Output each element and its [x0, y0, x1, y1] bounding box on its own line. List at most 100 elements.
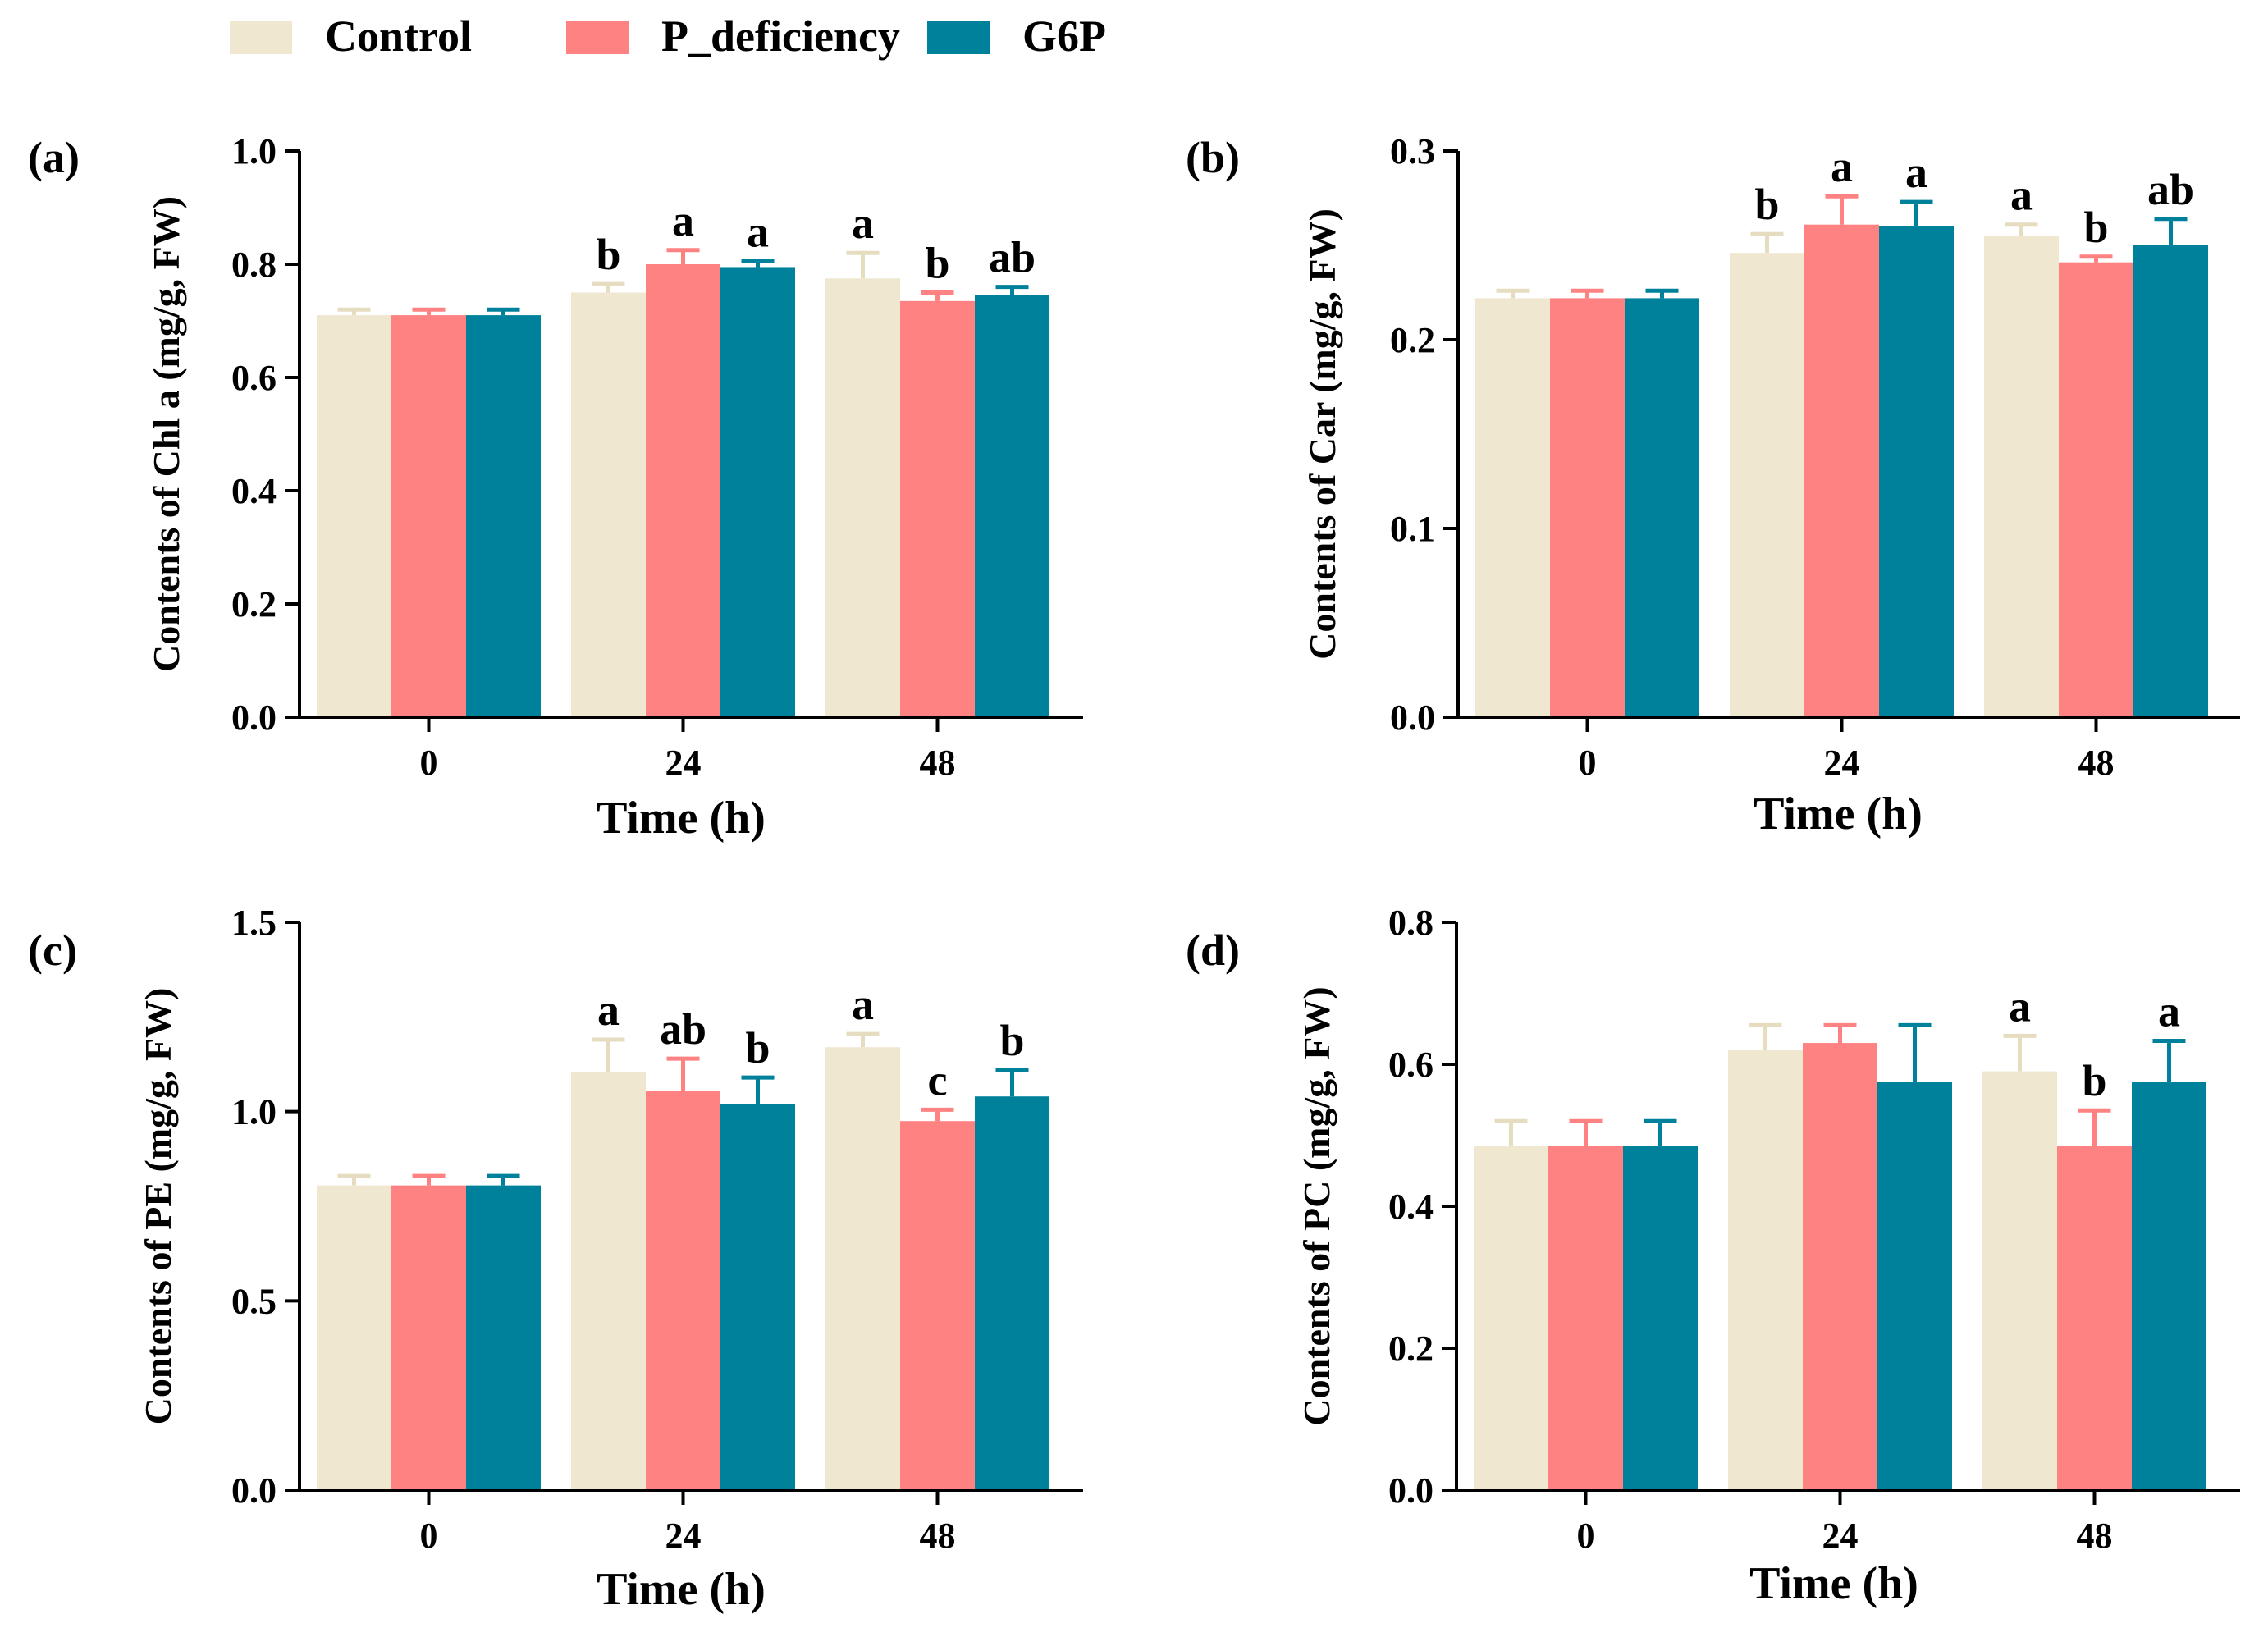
bar-p-deficiency-0	[1548, 1146, 1623, 1490]
bar-g6p-24	[1877, 1082, 1952, 1490]
bar-control-0	[1474, 1146, 1548, 1490]
bar-control-48	[1982, 1071, 2057, 1490]
bar-control-0	[317, 315, 391, 717]
x-tick-label: 48	[920, 743, 956, 783]
bar-g6p-0	[466, 1185, 541, 1490]
bar-p-deficiency-48	[900, 300, 975, 717]
bar-control-24	[571, 1072, 646, 1490]
bar-control-48	[825, 278, 900, 717]
bar-g6p-48	[975, 295, 1049, 717]
significance-letter: a	[2010, 171, 2033, 220]
legend-swatch-control	[230, 21, 292, 54]
panel-label: (b)	[1186, 133, 1240, 182]
y-axis-title: Contents of PC (mg/g, FW)	[1296, 986, 1337, 1425]
x-tick-label: 24	[665, 743, 702, 783]
x-tick-label: 48	[2077, 1516, 2113, 1556]
y-tick-label: 0.0	[1390, 697, 1435, 738]
y-tick-label: 0.5	[231, 1281, 277, 1321]
bar-g6p-24	[1879, 226, 1954, 717]
y-tick-label: 0.2	[231, 584, 277, 624]
y-axis-title: Contents of PE (mg/g, FW)	[137, 988, 179, 1425]
panel-label: (a)	[28, 133, 80, 182]
bar-g6p-0	[1625, 298, 1699, 717]
legend-label-g6p: G6P	[1022, 11, 1106, 61]
y-axis-title: Contents of Chl a (mg/g, FW)	[145, 196, 187, 672]
bar-g6p-24	[720, 1104, 795, 1490]
bar-control-24	[1728, 1050, 1803, 1490]
y-tick-label: 0.6	[1388, 1045, 1434, 1085]
significance-letter: a	[747, 208, 769, 257]
significance-letter: b	[2083, 203, 2108, 252]
x-axis-title: Time (h)	[597, 793, 766, 844]
bar-p-deficiency-0	[391, 1185, 466, 1490]
panel-label: (c)	[28, 926, 77, 975]
y-tick-label: 0.3	[1390, 131, 1435, 171]
x-axis-title: Time (h)	[597, 1564, 766, 1615]
y-tick-label: 0.0	[231, 1470, 277, 1511]
y-tick-label: 0.0	[1388, 1470, 1434, 1511]
y-tick-label: 0.4	[231, 471, 277, 511]
bar-g6p-48	[975, 1096, 1049, 1490]
bar-p-deficiency-24	[1804, 224, 1879, 717]
x-tick-label: 0	[420, 743, 438, 783]
significance-letter: ab	[2147, 165, 2194, 214]
bar-control-24	[1730, 253, 1804, 717]
bar-g6p-24	[720, 267, 795, 717]
significance-letter: b	[596, 230, 620, 279]
x-tick-label: 24	[665, 1516, 702, 1556]
y-tick-label: 0.4	[1388, 1187, 1434, 1227]
bar-p-deficiency-24	[646, 264, 720, 717]
significance-letter: a	[2158, 986, 2180, 1036]
bar-control-48	[825, 1047, 900, 1490]
bar-p-deficiency-24	[646, 1091, 720, 1490]
legend: Control P_deficiency G6P	[230, 11, 1106, 61]
bar-p-deficiency-48	[2059, 262, 2133, 717]
panel-label: (d)	[1186, 926, 1240, 975]
bar-g6p-0	[1623, 1146, 1698, 1490]
x-axis-title: Time (h)	[1749, 1558, 1918, 1609]
bar-g6p-48	[2133, 245, 2208, 717]
y-tick-label: 0.2	[1388, 1328, 1434, 1369]
x-tick-label: 48	[920, 1516, 956, 1556]
significance-letter: b	[925, 239, 949, 288]
x-axis-title: Time (h)	[1754, 789, 1923, 839]
significance-letter: ab	[989, 233, 1036, 282]
panel-d: 0 24 a b a 48 0.0 0.2 0.4 0.6 0.8 Time (h) Contents …	[1186, 903, 2240, 1609]
bar-p-deficiency-0	[1550, 298, 1625, 717]
legend-label-p-deficiency: P_deficiency	[661, 11, 900, 61]
x-tick-label: 48	[2078, 743, 2115, 783]
significance-letter: b	[999, 1016, 1024, 1065]
legend-swatch-p-deficiency	[566, 21, 629, 54]
bar-control-24	[571, 292, 646, 717]
x-tick-label: 0	[1579, 743, 1597, 783]
significance-letter: a	[852, 980, 874, 1029]
significance-letter: ab	[660, 1004, 706, 1054]
bar-control-0	[317, 1185, 391, 1490]
bar-g6p-0	[466, 315, 541, 717]
significance-letter: b	[745, 1023, 770, 1072]
significance-letter: b	[2082, 1056, 2106, 1105]
bar-control-48	[1984, 236, 2059, 717]
bar-p-deficiency-48	[900, 1121, 975, 1490]
bar-p-deficiency-24	[1803, 1043, 1877, 1490]
y-tick-label: 1.5	[231, 903, 277, 943]
significance-letter: a	[672, 196, 694, 245]
y-tick-label: 0.2	[1390, 320, 1435, 360]
bar-control-0	[1475, 298, 1550, 717]
bar-p-deficiency-48	[2057, 1146, 2132, 1490]
legend-label-control: Control	[325, 11, 472, 61]
y-tick-label: 0.0	[231, 697, 277, 738]
x-tick-label: 24	[1824, 743, 1860, 783]
x-tick-label: 0	[420, 1516, 438, 1556]
x-tick-label: 24	[1822, 1516, 1859, 1556]
bar-p-deficiency-0	[391, 315, 466, 717]
y-tick-label: 0.1	[1390, 509, 1435, 549]
y-tick-label: 1.0	[231, 131, 277, 171]
significance-letter: a	[1905, 148, 1927, 197]
y-tick-label: 1.0	[231, 1092, 277, 1132]
significance-letter: a	[2009, 981, 2031, 1031]
